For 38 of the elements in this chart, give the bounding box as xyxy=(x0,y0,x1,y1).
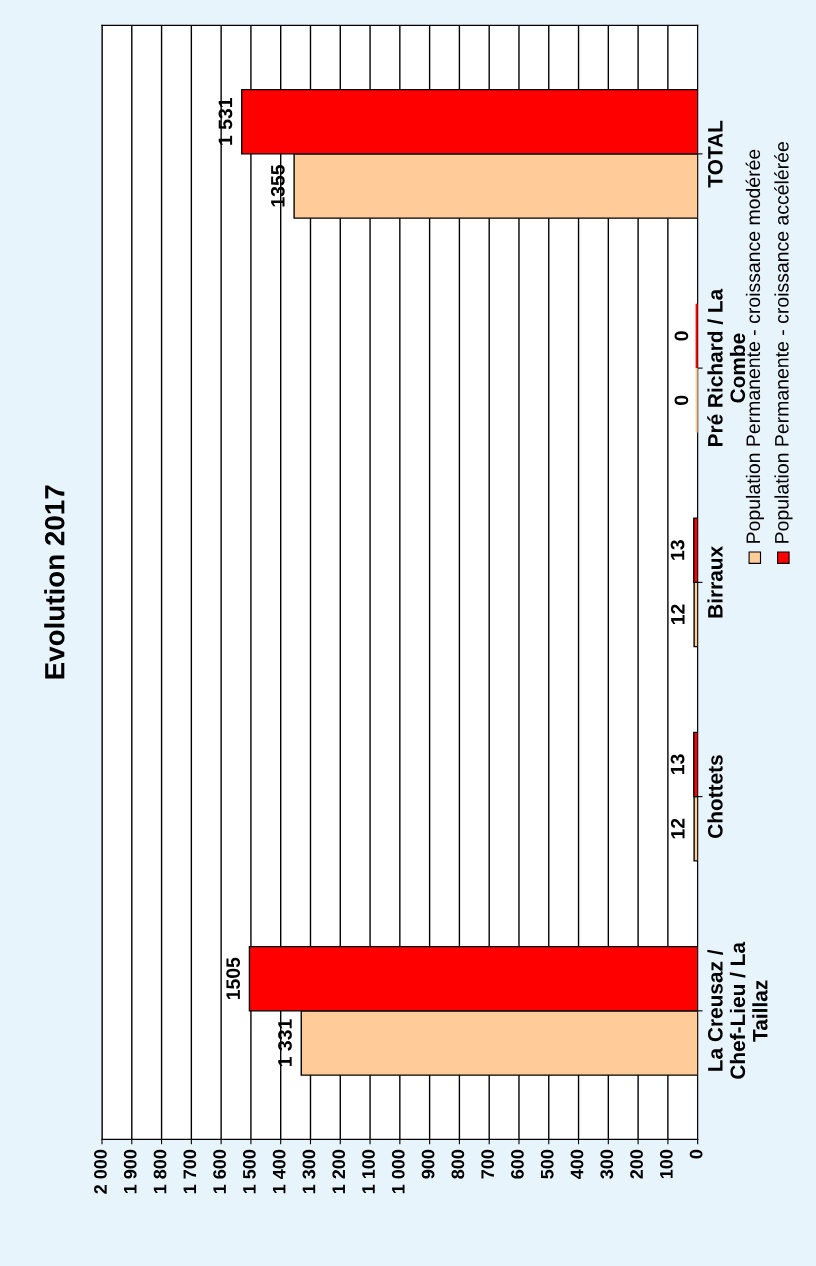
x-tick-label: 1 300 xyxy=(302,1149,316,1194)
x-tick-label: 500 xyxy=(540,1149,554,1179)
data-label: 0 xyxy=(674,395,689,405)
x-tick-label: 1 600 xyxy=(213,1149,226,1194)
x-tick-label: 1 000 xyxy=(391,1149,405,1194)
x-tick-label: 1 800 xyxy=(153,1149,167,1194)
x-tick-label: 1 500 xyxy=(242,1149,256,1194)
x-tick-label: 900 xyxy=(421,1149,435,1179)
x-tick-label: 1 700 xyxy=(183,1149,197,1194)
y-tick-label: Pré Richard / La Combe xyxy=(707,288,746,447)
data-label: 1355 xyxy=(270,164,285,207)
data-label: 1 531 xyxy=(218,97,233,145)
text: Population Permanente - croissance modérée xyxy=(745,149,764,543)
x-tick-label: 200 xyxy=(630,1149,643,1179)
y-tick-label: La Creusaz / Chef-Lieu / La Taillaz xyxy=(707,941,768,1079)
x-tick-label: 2 000 xyxy=(94,1149,107,1194)
y-tick-label: Birraux xyxy=(707,546,723,618)
x-tick-label: 1 200 xyxy=(332,1149,346,1194)
x-tick-label: 400 xyxy=(570,1149,584,1179)
x-tick-label: 1 900 xyxy=(123,1149,137,1194)
data-label: 1505 xyxy=(226,957,241,1000)
data-label: 12 xyxy=(670,604,685,625)
x-tick-label: 100 xyxy=(659,1149,673,1179)
text: Population Permanente - croissance accélérée xyxy=(774,142,793,543)
x-tick-label: 800 xyxy=(451,1149,465,1179)
x-tick-label: 1 400 xyxy=(272,1149,286,1194)
data-label: 13 xyxy=(670,540,685,560)
data-label: 13 xyxy=(670,754,685,775)
data-label: 0 xyxy=(674,331,689,341)
y-tick-label: TOTAL xyxy=(707,120,723,188)
text: Evolution 2017 xyxy=(44,485,65,679)
x-tick-label: 300 xyxy=(600,1149,614,1179)
data-label: 12 xyxy=(670,818,685,839)
x-tick-label: 1 100 xyxy=(362,1149,375,1194)
x-tick-label: 700 xyxy=(481,1149,495,1179)
x-tick-label: 0 xyxy=(689,1149,703,1159)
y-tick-label: Chottets xyxy=(707,755,723,838)
x-tick-label: 600 xyxy=(511,1149,524,1179)
